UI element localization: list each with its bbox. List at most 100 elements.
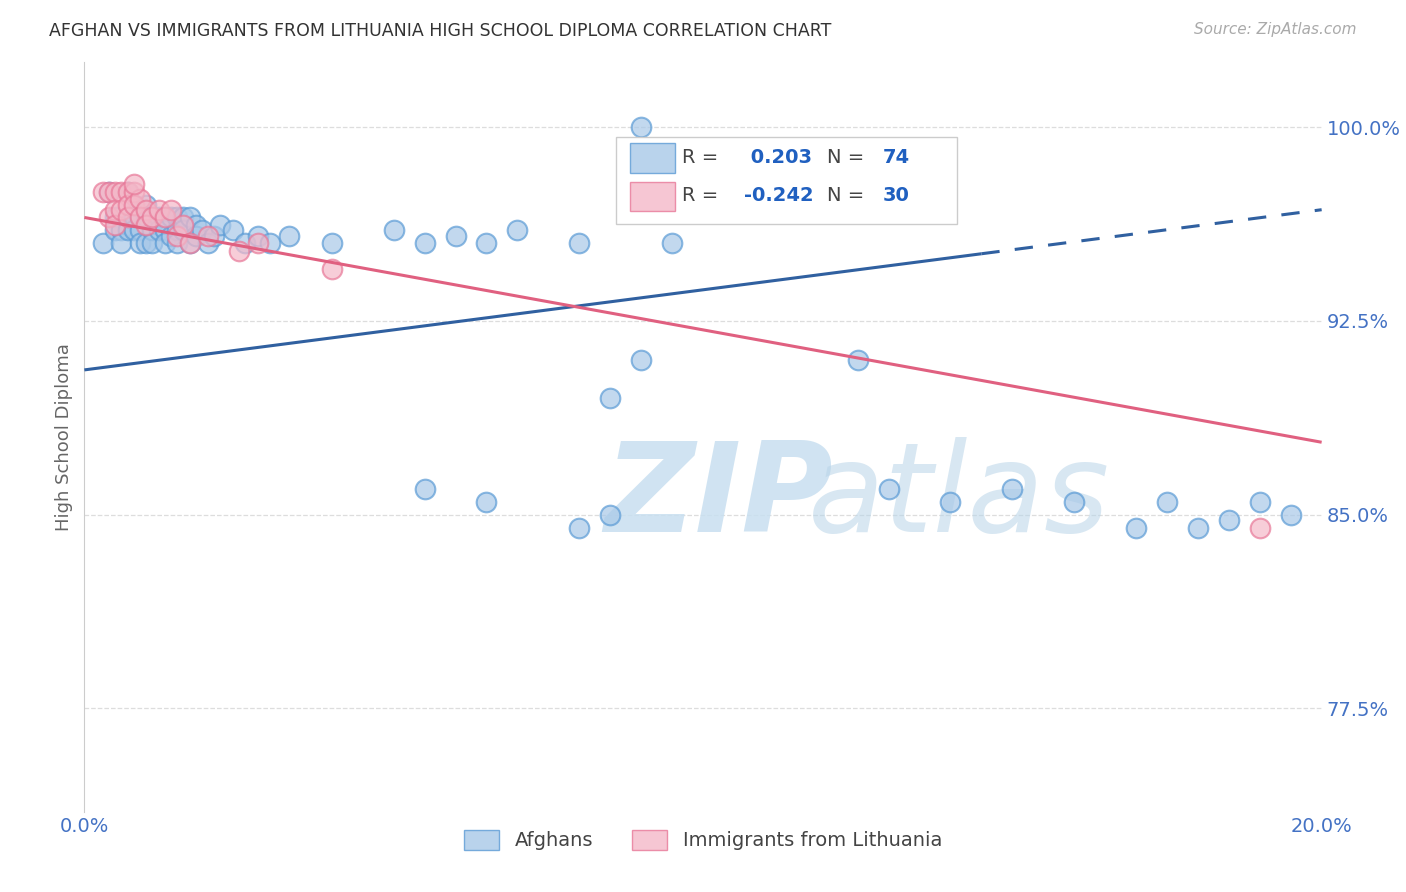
Point <box>110 202 132 217</box>
Point <box>166 236 188 251</box>
Point <box>135 197 157 211</box>
Point <box>191 223 214 237</box>
Point <box>172 211 194 225</box>
Point <box>877 482 900 496</box>
Point <box>98 185 121 199</box>
Point <box>506 223 529 237</box>
Point <box>630 120 652 134</box>
Point <box>135 236 157 251</box>
Point <box>122 211 145 225</box>
Point <box>129 223 152 237</box>
Point <box>166 228 188 243</box>
Point <box>110 223 132 237</box>
Text: R =: R = <box>682 148 724 167</box>
Point <box>122 177 145 191</box>
Text: R =: R = <box>682 186 724 205</box>
Point <box>91 236 114 251</box>
Point <box>1218 513 1240 527</box>
Point <box>228 244 250 258</box>
Point <box>104 223 127 237</box>
Point <box>1001 482 1024 496</box>
Point <box>160 228 183 243</box>
Point <box>259 236 281 251</box>
Point <box>939 494 962 508</box>
Point <box>153 236 176 251</box>
Point <box>233 236 256 251</box>
Point <box>104 211 127 225</box>
Point <box>110 185 132 199</box>
Point <box>148 211 170 225</box>
Point <box>129 211 152 225</box>
Point <box>135 218 157 232</box>
FancyBboxPatch shape <box>630 144 675 172</box>
Point <box>382 223 405 237</box>
Point <box>104 185 127 199</box>
Point <box>122 197 145 211</box>
Text: ZIP: ZIP <box>605 436 832 558</box>
Y-axis label: High School Diploma: High School Diploma <box>55 343 73 531</box>
Point <box>153 223 176 237</box>
Point <box>104 202 127 217</box>
Text: 0.203: 0.203 <box>744 148 811 167</box>
Text: atlas: atlas <box>808 436 1111 558</box>
Point <box>568 520 591 534</box>
Point <box>98 211 121 225</box>
Point <box>135 202 157 217</box>
Point <box>846 352 869 367</box>
Point <box>110 236 132 251</box>
Text: 74: 74 <box>883 148 910 167</box>
Point <box>117 211 139 225</box>
Point <box>475 494 498 508</box>
FancyBboxPatch shape <box>616 137 956 224</box>
Point <box>129 236 152 251</box>
Point <box>122 197 145 211</box>
Point <box>209 218 232 232</box>
Point <box>122 223 145 237</box>
Point <box>444 228 467 243</box>
Point <box>160 211 183 225</box>
Point <box>91 185 114 199</box>
Point <box>166 223 188 237</box>
Point <box>197 236 219 251</box>
Point <box>179 236 201 251</box>
Point <box>153 211 176 225</box>
Point <box>135 211 157 225</box>
FancyBboxPatch shape <box>630 182 675 211</box>
Point <box>141 236 163 251</box>
Point <box>172 223 194 237</box>
Point <box>160 202 183 217</box>
Point <box>104 218 127 232</box>
Point <box>202 228 225 243</box>
Text: AFGHAN VS IMMIGRANTS FROM LITHUANIA HIGH SCHOOL DIPLOMA CORRELATION CHART: AFGHAN VS IMMIGRANTS FROM LITHUANIA HIGH… <box>49 22 831 40</box>
Point <box>692 193 714 207</box>
Point <box>117 211 139 225</box>
Point <box>1279 508 1302 522</box>
Point <box>599 392 621 406</box>
Point <box>148 223 170 237</box>
Point <box>184 228 207 243</box>
Point <box>179 211 201 225</box>
Point <box>1125 520 1147 534</box>
Point <box>246 236 269 251</box>
Point <box>222 223 245 237</box>
Point <box>141 223 163 237</box>
Point <box>321 236 343 251</box>
Point <box>129 211 152 225</box>
Point <box>1063 494 1085 508</box>
Point <box>117 185 139 199</box>
Point <box>129 193 152 207</box>
Point <box>1249 520 1271 534</box>
Point <box>1249 494 1271 508</box>
Legend: Afghans, Immigrants from Lithuania: Afghans, Immigrants from Lithuania <box>457 822 949 858</box>
Text: N =: N = <box>827 148 870 167</box>
Point <box>246 228 269 243</box>
Point <box>1187 520 1209 534</box>
Point <box>141 211 163 225</box>
Text: Source: ZipAtlas.com: Source: ZipAtlas.com <box>1194 22 1357 37</box>
Point <box>148 202 170 217</box>
Point <box>413 236 436 251</box>
Point <box>153 211 176 225</box>
Point <box>141 211 163 225</box>
Point <box>321 262 343 277</box>
Point <box>661 236 683 251</box>
